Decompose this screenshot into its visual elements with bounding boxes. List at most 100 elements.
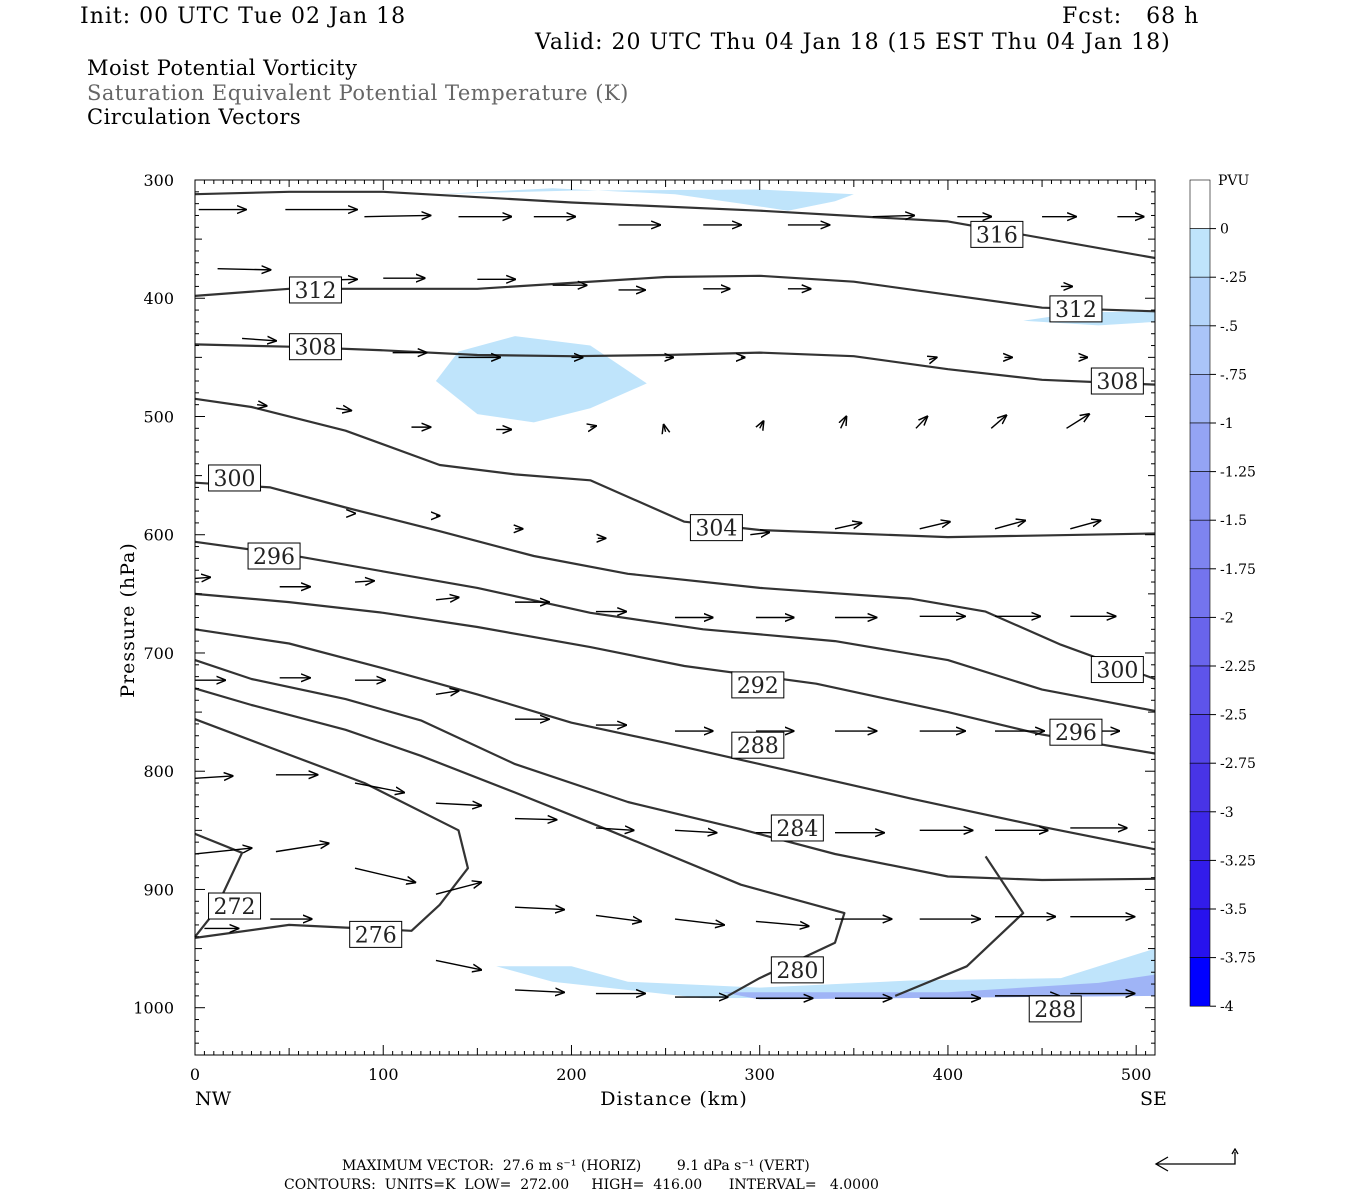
colorbar-label: -3 bbox=[1220, 805, 1234, 821]
contour-label-box bbox=[1090, 367, 1144, 395]
contour-label: 300 bbox=[1096, 659, 1138, 684]
colorbar-label: -2.5 bbox=[1220, 708, 1247, 724]
valid-time: Valid: 20 UTC Thu 04 Jan 18 (15 EST Thu … bbox=[535, 30, 1171, 55]
contour-label: 276 bbox=[355, 923, 397, 948]
contour-label: 304 bbox=[695, 517, 737, 542]
colorbar-label: -3.75 bbox=[1220, 951, 1256, 967]
circulation-vector bbox=[194, 776, 233, 778]
circulation-vector bbox=[750, 532, 769, 534]
circulation-vector bbox=[514, 907, 564, 909]
circulation-vector bbox=[929, 357, 937, 359]
circulation-vector bbox=[915, 416, 927, 429]
x-tick-label: 300 bbox=[744, 1065, 775, 1084]
title-mpv: Moist Potential Vorticity bbox=[87, 56, 358, 80]
contour-label-box bbox=[288, 333, 342, 361]
circulation-vector bbox=[275, 843, 329, 853]
circulation-vector bbox=[834, 523, 861, 530]
y-tick-label: 1000 bbox=[133, 999, 174, 1018]
init-time: Init: 00 UTC Tue 02 Jan 18 bbox=[80, 4, 407, 29]
theta-es-contour bbox=[894, 855, 1025, 997]
colorbar-swatch bbox=[1189, 276, 1211, 327]
colorbar-label: -1.25 bbox=[1220, 465, 1256, 481]
x-tick-label: 100 bbox=[368, 1065, 399, 1084]
circulation-vector bbox=[1070, 521, 1100, 530]
circulation-vector bbox=[760, 421, 764, 428]
reference-vector-icon bbox=[1154, 1148, 1239, 1172]
circulation-vector bbox=[435, 882, 481, 895]
theta-es-contour bbox=[194, 481, 1156, 681]
circulation-vector bbox=[354, 867, 415, 882]
y-tick-label: 700 bbox=[143, 644, 174, 663]
contour-label-box bbox=[247, 542, 301, 570]
colorbar-swatch bbox=[1189, 471, 1211, 521]
contour-label-box bbox=[970, 220, 1024, 248]
contour-label: 300 bbox=[214, 467, 256, 492]
circulation-vector bbox=[841, 416, 847, 429]
y-tick-label: 500 bbox=[143, 407, 174, 426]
colorbar-swatch bbox=[1189, 617, 1211, 667]
theta-es-contour bbox=[194, 540, 1156, 712]
title-theta-es: Saturation Equivalent Potential Temperat… bbox=[87, 81, 629, 105]
theta-es-contour bbox=[194, 274, 1156, 313]
contour-label: 272 bbox=[214, 895, 256, 920]
contour-label: 312 bbox=[1055, 298, 1097, 323]
circulation-vector bbox=[919, 522, 950, 530]
circulation-vector bbox=[674, 918, 724, 925]
theta-es-contour bbox=[194, 687, 846, 997]
colorbar-swatch bbox=[1189, 422, 1211, 472]
pv-region bbox=[496, 948, 1155, 999]
contour-label-box bbox=[1090, 656, 1144, 684]
colorbar-label: -.75 bbox=[1220, 367, 1247, 383]
circulation-vector bbox=[194, 848, 251, 855]
circulation-vector bbox=[354, 782, 404, 792]
x-tick-label: 200 bbox=[556, 1065, 587, 1084]
circulation-vector bbox=[755, 920, 809, 926]
colorbar-label: -.5 bbox=[1220, 319, 1238, 335]
contour-info: CONTOURS: UNITS=K LOW= 272.00 HIGH= 416.… bbox=[284, 1177, 879, 1193]
contour-label-box bbox=[1028, 995, 1082, 1023]
colorbar-swatch bbox=[1189, 519, 1211, 570]
circulation-vector bbox=[354, 581, 374, 582]
colorbar-label: -2.25 bbox=[1220, 659, 1256, 675]
y-tick-label: 300 bbox=[143, 171, 174, 190]
contour-label-box bbox=[731, 671, 785, 699]
contour-label: 288 bbox=[737, 734, 779, 759]
x-end-label-left: NW bbox=[195, 1088, 232, 1110]
contour-label-box bbox=[770, 814, 824, 842]
circulation-vector bbox=[257, 405, 266, 406]
x-end-label-right: SE bbox=[1140, 1088, 1167, 1110]
theta-es-contour bbox=[194, 190, 1156, 260]
contour-label-box bbox=[288, 276, 342, 304]
colorbar-label: 0 bbox=[1220, 222, 1229, 238]
pv-region bbox=[435, 336, 647, 423]
contour-label-box bbox=[689, 514, 743, 542]
forecast-hour: Fcst: 68 h bbox=[1062, 4, 1200, 29]
y-tick-label: 400 bbox=[143, 289, 174, 308]
colorbar-swatch bbox=[1189, 325, 1211, 375]
circulation-vector bbox=[435, 959, 481, 969]
colorbar-label: -1 bbox=[1220, 416, 1234, 432]
colorbar-swatch bbox=[1189, 957, 1211, 1007]
contour-label: 288 bbox=[1034, 998, 1076, 1023]
circulation-vector bbox=[435, 691, 459, 695]
contour-label: 308 bbox=[294, 336, 336, 361]
colorbar-swatch bbox=[1189, 714, 1211, 764]
colorbar-label: -4 bbox=[1220, 999, 1234, 1015]
colorbar-swatch bbox=[1189, 665, 1211, 715]
contour-label: 292 bbox=[737, 674, 779, 699]
contour-label: 296 bbox=[1055, 721, 1097, 746]
theta-es-contour bbox=[194, 628, 1156, 851]
contour-label: 308 bbox=[1096, 370, 1138, 395]
circulation-vector bbox=[664, 425, 666, 432]
colorbar-swatch bbox=[1189, 762, 1211, 813]
colorbar-label: -2.75 bbox=[1220, 756, 1256, 772]
circulation-vector bbox=[1066, 414, 1090, 429]
colorbar-swatch bbox=[1189, 568, 1211, 618]
contour-label-box bbox=[1049, 718, 1103, 746]
colorbar-swatch bbox=[1189, 228, 1211, 278]
circulation-vector bbox=[242, 338, 276, 340]
colorbar-label: -.25 bbox=[1220, 270, 1247, 286]
cross-section-chart: 316 312 312 308 308 304 300 300 296 296 292 288 284 2… bbox=[117, 171, 1256, 1110]
contour-label: 296 bbox=[253, 545, 295, 570]
x-tick-label: 400 bbox=[933, 1065, 964, 1084]
